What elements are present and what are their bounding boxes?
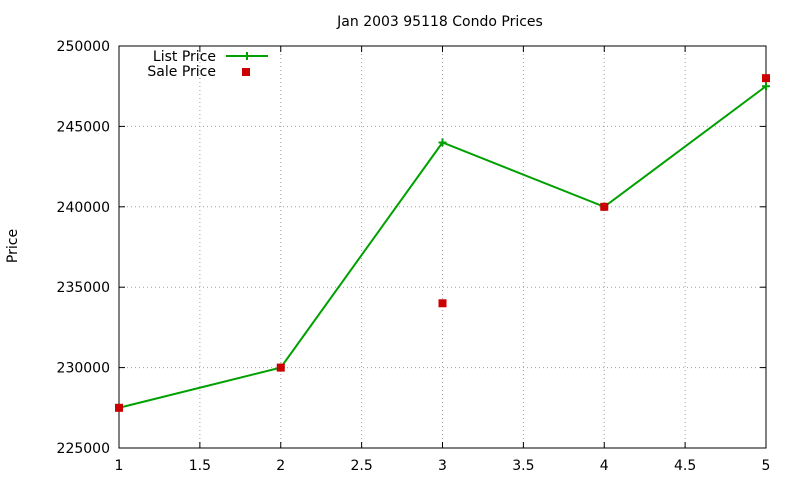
y-tick-label: 230000 [57,361,110,377]
y-axis-label: Price [5,229,21,263]
y-tick-label: 245000 [57,119,110,135]
legend-label-list-price: List Price [153,49,216,65]
data-point [600,202,609,211]
series-layer [115,74,770,412]
x-tick-label: 4.5 [674,458,696,474]
x-tick-label: 5 [762,458,771,474]
legend-marker-list-price [243,52,251,60]
data-point [762,74,770,83]
series-1 [115,74,770,412]
axis-ticks: 1 1.5 2 2.5 3 3.5 4 4.5 5 225000 230000 235000 24000… [57,39,771,474]
x-tick-label: 2.5 [350,458,372,474]
x-tick-label: 1 [115,458,124,474]
y-tick-label: 225000 [57,441,110,457]
y-tick-label: 250000 [57,39,110,55]
legend-label-sale-price: Sale Price [147,64,216,80]
data-point [438,299,447,308]
legend-marker-sale-price [242,68,250,76]
x-tick-label: 4 [600,458,609,474]
legend: List Price Sale Price [147,49,268,80]
grid-lines [119,46,766,448]
chart-title: Jan 2003 95118 Condo Prices [336,14,543,30]
x-tick-label: 3.5 [512,458,534,474]
x-tick-label: 2 [276,458,285,474]
data-point [115,403,123,412]
x-tick-label: 3 [438,458,447,474]
data-point [762,82,770,91]
data-point [438,138,447,147]
x-tick-label: 1.5 [189,458,211,474]
y-tick-label: 235000 [57,280,110,296]
data-point [276,363,285,372]
y-tick-label: 240000 [57,200,110,216]
